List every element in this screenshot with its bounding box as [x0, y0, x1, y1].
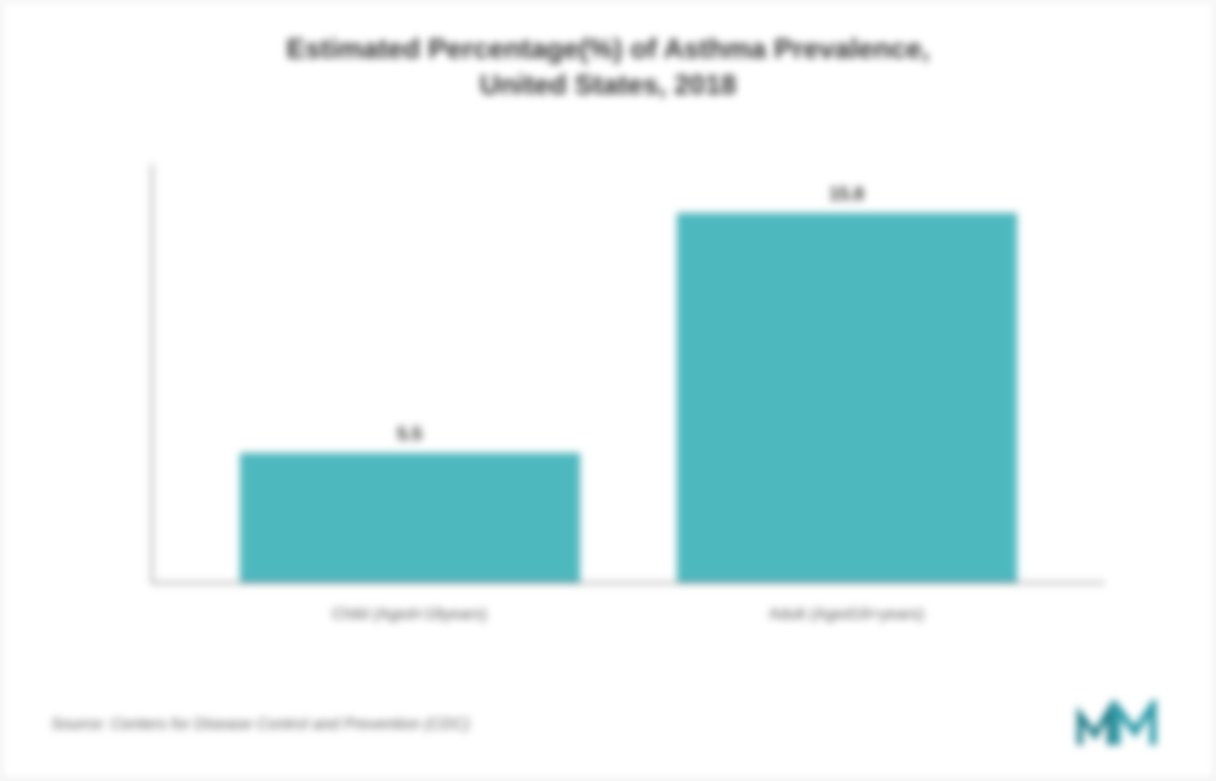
chart-container: Estimated Percentage(%) of Asthma Preval…: [0, 0, 1216, 781]
bar-group-adult: 15.8: [677, 184, 1017, 582]
chart-plot-area: 5.5 15.8 Child (Aged<18years) Adult (Age…: [111, 134, 1105, 634]
x-axis-labels: Child (Aged<18years) Adult (Aged18+years…: [151, 606, 1105, 624]
logo-icon: [1075, 700, 1165, 750]
title-line-1: Estimated Percentage(%) of Asthma Preval…: [286, 33, 929, 64]
bar-value-label: 15.8: [829, 184, 864, 205]
bar-adult: [677, 213, 1017, 582]
bars-container: 5.5 15.8: [151, 162, 1105, 582]
source-citation: Source: Centers for Disease Control and …: [51, 716, 470, 734]
bar-child: [240, 453, 580, 581]
mordor-logo: [1075, 700, 1165, 750]
chart-title: Estimated Percentage(%) of Asthma Preval…: [51, 31, 1165, 104]
x-axis: [151, 582, 1105, 584]
x-label-child: Child (Aged<18years): [240, 606, 580, 624]
chart-footer: Source: Centers for Disease Control and …: [51, 700, 1165, 750]
title-line-2: United States, 2018: [480, 69, 737, 100]
x-label-adult: Adult (Aged18+years): [677, 606, 1017, 624]
bar-group-child: 5.5: [240, 424, 580, 581]
bar-value-label: 5.5: [397, 424, 422, 445]
